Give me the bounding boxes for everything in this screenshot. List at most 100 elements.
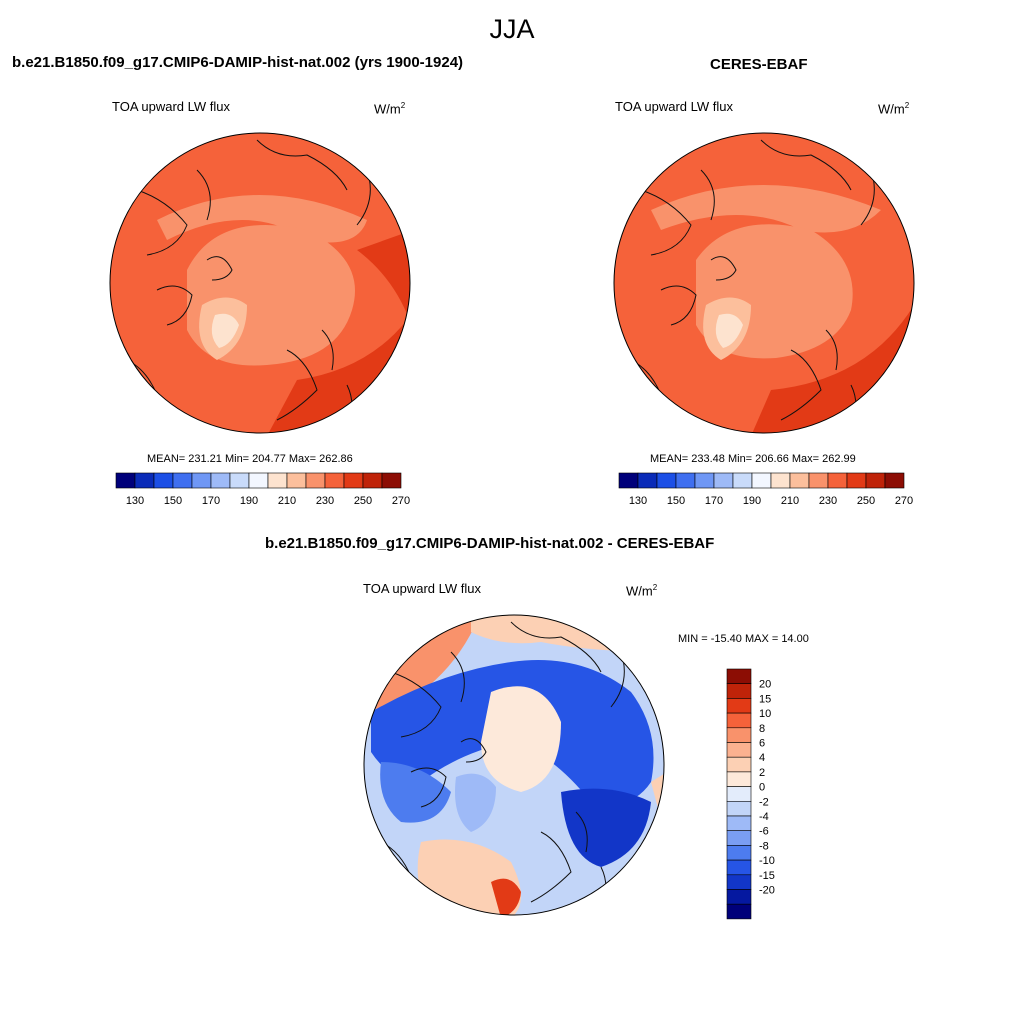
panel-2-colorbar-box [637,472,658,489]
panel-2-colorbar-tick-label: 170 [705,495,723,507]
panel-1-colorbar-tick-label: 230 [316,495,334,507]
diff-colorbar-box [726,815,752,831]
panel-1-units: W/m2 [374,101,406,117]
panel-2-colorbar-box [694,472,715,489]
panel-2-colorbar-box [789,472,810,489]
panel-1-colorbar-tick-label: 130 [126,495,144,507]
map-arctic-region [481,686,561,792]
map-ice-sheet [715,313,743,348]
map-ice-sheet [211,313,239,348]
panel-1-colorbar: 130 150 170 190 210 230 250 270 [115,472,410,507]
panel-1-colorbar-tick-label: 210 [278,495,296,507]
panel-2-units: W/m2 [878,101,910,117]
panel-2-colorbar-box [884,472,905,489]
panel-1-colorbar-box [115,472,136,489]
panel-1-colorbar-tick-label: 170 [202,495,220,507]
panel-2-colorbar-box [618,472,639,489]
diff-colorbar-box [726,786,752,802]
map-negative-region [380,762,451,823]
panel-1-variable-label: TOA upward LW flux [112,99,231,114]
map-warm-region [357,230,410,330]
panel-1-colorbar-box [153,472,174,489]
diff-colorbar-box [726,845,752,861]
diff-colorbar-tick-label: -20 [759,885,775,897]
panel-1-colorbar-box [362,472,383,489]
map-positive-region [491,878,521,915]
panel-1-colorbar-box [381,472,402,489]
panel-1-colorbar-box [248,472,269,489]
panel-1-polar-map [109,132,411,434]
panel-1-stats: MEAN= 231.21 Min= 204.77 Max= 262.86 [147,453,353,465]
panel-1-title: b.e21.B1850.f09_g17.CMIP6-DAMIP-hist-nat… [12,54,464,71]
panel-2-colorbar-box [827,472,848,489]
diff-colorbar-box [726,683,752,699]
diff-colorbar-tick-label: -6 [759,826,769,838]
diff-polar-map [363,614,665,916]
diff-colorbar-box [726,874,752,890]
panel-2-stats: MEAN= 233.48 Min= 206.66 Max= 262.99 [650,453,856,465]
panel-2-colorbar-box [656,472,677,489]
panel-2-colorbar-tick-label: 250 [857,495,875,507]
panel-1-colorbar-box [324,472,345,489]
diff-colorbar-box [726,889,752,905]
map-negative-region [561,788,651,867]
diff-units: W/m2 [626,583,658,599]
panel-1-colorbar-box [343,472,364,489]
panel-1-colorbar-box [267,472,288,489]
panel-2-colorbar-box [846,472,867,489]
panel-2-colorbar-box [770,472,791,489]
diff-colorbar-tick-label: 10 [759,708,771,720]
diff-colorbar-box [726,668,752,684]
diff-colorbar-box [726,742,752,758]
diff-colorbar-tick-label: 0 [759,782,765,794]
diff-colorbar-tick-label: 4 [759,752,765,764]
panel-2-colorbar-tick-label: 150 [667,495,685,507]
diff-colorbar-box [726,712,752,729]
map-cool-band [651,185,881,233]
panel-2-colorbar-tick-label: 270 [895,495,913,507]
panel-1-colorbar-tick-label: 250 [354,495,372,507]
diff-colorbar-tick-label: -10 [759,855,775,867]
diff-panel-title: b.e21.B1850.f09_g17.CMIP6-DAMIP-hist-nat… [265,535,715,552]
diff-stats: MIN = -15.40 MAX = 14.00 [678,633,809,645]
panel-1-colorbar-box [134,472,155,489]
diff-colorbar-tick-label: 20 [759,679,771,691]
panel-2-colorbar-box [675,472,696,489]
panel-1-colorbar-box [305,472,326,489]
panel-2-colorbar-tick-label: 230 [819,495,837,507]
panel-1-colorbar-box [229,472,250,489]
panel-2-colorbar-tick-label: 210 [781,495,799,507]
diff-colorbar-box [726,830,752,846]
panel-2-colorbar-box [808,472,829,489]
diff-colorbar-tick-label: -2 [759,796,769,808]
diff-variable-label: TOA upward LW flux [363,581,482,596]
panel-2-variable-label: TOA upward LW flux [615,99,734,114]
diff-colorbar-box [726,727,752,743]
diff-colorbar-tick-label: 15 [759,693,771,705]
diff-colorbar-tick-label: -15 [759,870,775,882]
diff-colorbar-tick-label: 2 [759,767,765,779]
diff-colorbar-box [726,756,752,773]
panel-1-colorbar-tick-label: 190 [240,495,258,507]
diff-colorbar-tick-label: -8 [759,840,769,852]
panel-1-colorbar-tick-label: 270 [392,495,410,507]
panel-2-colorbar: 130 150 170 190 210 230 250 270 [618,472,913,507]
diff-colorbar-box [726,859,752,876]
panel-1-colorbar-box [191,472,212,489]
diff-colorbar-tick-label: -4 [759,811,769,823]
map-greenland-region [455,773,496,832]
diff-colorbar-box [726,801,752,817]
panel-2-polar-map [613,132,915,434]
panel-1-colorbar-tick-label: 150 [164,495,182,507]
panel-2-colorbar-box [751,472,772,489]
diff-colorbar-box [726,698,752,714]
panel-1-colorbar-box [172,472,193,489]
panel-2-colorbar-box [713,472,734,489]
panel-1-colorbar-box [210,472,231,489]
panel-2-colorbar-box [732,472,753,489]
diff-colorbar-box [726,771,752,787]
diff-colorbar-tick-label: 6 [759,738,765,750]
panel-2-colorbar-box [865,472,886,489]
panel-2-title: CERES-EBAF [710,56,808,73]
